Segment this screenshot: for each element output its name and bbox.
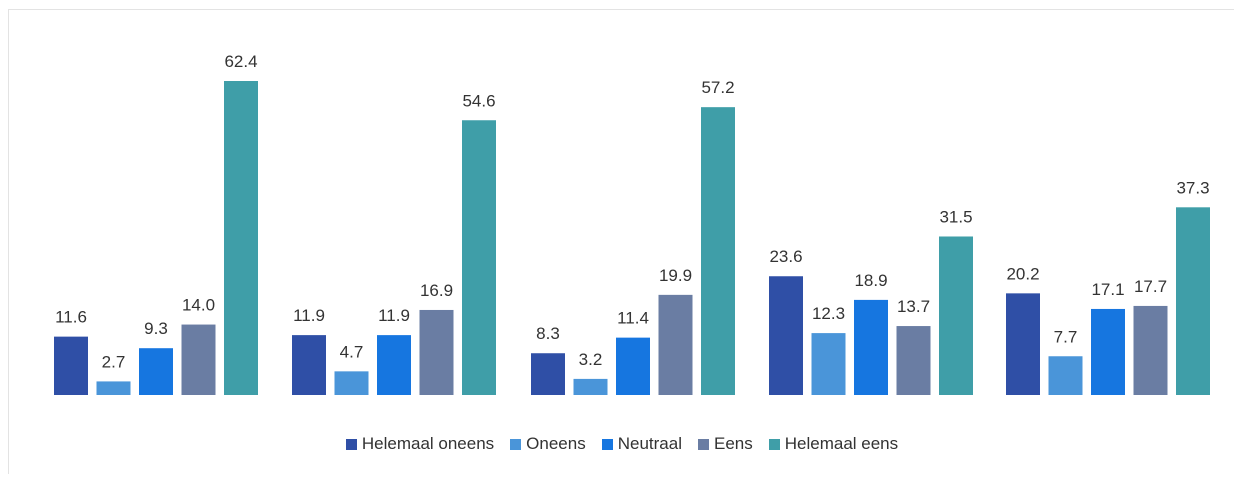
legend-swatch xyxy=(768,438,780,450)
data-label: 3.2 xyxy=(579,350,603,369)
bar-group3-eens xyxy=(658,294,693,395)
bar-group3-oneens xyxy=(573,378,608,395)
data-label: 4.7 xyxy=(340,342,364,361)
data-label: 11.4 xyxy=(617,309,649,328)
bar-group2-helemaal-eens xyxy=(462,120,496,395)
legend-item: Helemaal eens xyxy=(768,434,899,454)
data-label: 20.2 xyxy=(1006,264,1039,283)
bar-group2-helemaal-oneens xyxy=(292,335,326,395)
data-label: 14.0 xyxy=(182,296,215,315)
data-label: 2.7 xyxy=(102,352,126,371)
legend-label: Eens xyxy=(713,434,753,453)
bar-group2-oneens xyxy=(334,371,369,395)
bar-group1-helemaal-oneens xyxy=(54,336,88,395)
data-label: 9.3 xyxy=(144,319,168,338)
bar-group5-helemaal-eens xyxy=(1176,207,1210,395)
data-label: 62.4 xyxy=(224,52,257,71)
data-label: 12.3 xyxy=(812,304,845,323)
data-label: 16.9 xyxy=(420,281,453,300)
legend: Helemaal oneens Oneens Neutraal Eens Helemaa… xyxy=(0,434,1244,454)
bar-group4-neutraal xyxy=(854,299,888,395)
bar-group4-helemaal-eens xyxy=(939,236,973,395)
bar-group4-oneens xyxy=(811,333,846,395)
data-label: 13.7 xyxy=(897,297,930,316)
data-label: 11.9 xyxy=(378,306,410,325)
bar-group5-eens xyxy=(1133,305,1168,395)
bar-group3-helemaal-eens xyxy=(701,107,735,396)
legend-swatch xyxy=(697,438,709,450)
legend-swatch xyxy=(601,438,613,450)
bar-group3-helemaal-oneens xyxy=(531,353,565,395)
data-label: 11.9 xyxy=(293,306,325,325)
data-label: 18.9 xyxy=(854,271,887,290)
chart-frame xyxy=(8,9,1234,474)
data-label: 7.7 xyxy=(1054,327,1078,346)
data-label: 19.9 xyxy=(659,266,692,285)
data-label: 17.7 xyxy=(1134,277,1167,296)
legend-item: Oneens xyxy=(510,434,586,454)
legend-item: Eens xyxy=(697,434,753,454)
bar-group5-oneens xyxy=(1048,356,1083,395)
bar-group2-eens xyxy=(419,309,454,395)
data-label: 37.3 xyxy=(1176,178,1209,197)
legend-swatch xyxy=(510,438,522,450)
legend-label: Helemaal oneens xyxy=(361,434,495,453)
bar-group4-helemaal-oneens xyxy=(769,276,803,395)
data-label: 17.1 xyxy=(1091,280,1124,299)
bar-group4-eens xyxy=(896,326,931,395)
legend-item: Neutraal xyxy=(601,434,682,454)
bar-group5-helemaal-oneens xyxy=(1006,293,1040,395)
data-label: 31.5 xyxy=(939,207,972,226)
data-label: 23.6 xyxy=(769,247,802,266)
legend-label: Oneens xyxy=(526,434,586,453)
bar-chart: 11.6 2.7 9.3 14.0 62.4 11.9 4.7 11.9 16.9 54.6 8.3… xyxy=(54,52,1210,396)
data-label: 57.2 xyxy=(701,78,734,97)
data-label: 11.6 xyxy=(55,308,87,327)
bar-group1-neutraal xyxy=(139,348,173,395)
data-label: 54.6 xyxy=(462,91,495,110)
data-label: 8.3 xyxy=(536,324,560,343)
bar-group1-helemaal-eens xyxy=(224,81,258,395)
legend-label: Neutraal xyxy=(617,434,682,453)
bar-group5-neutraal xyxy=(1091,308,1125,395)
bar-group2-neutraal xyxy=(377,335,411,395)
bar-group1-oneens xyxy=(96,381,131,395)
legend-label: Helemaal eens xyxy=(784,434,899,453)
legend-swatch xyxy=(345,438,357,450)
bar-group1-eens xyxy=(181,324,216,395)
bar-group3-neutraal xyxy=(616,337,650,395)
legend-item: Helemaal oneens xyxy=(345,434,495,454)
